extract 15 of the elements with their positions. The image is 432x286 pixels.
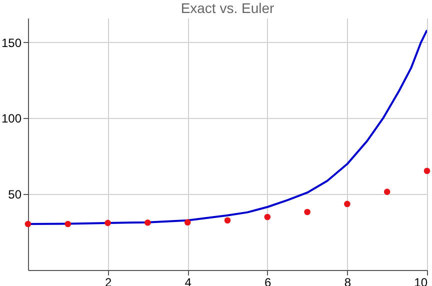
point [344, 200, 350, 208]
point [184, 219, 191, 226]
point [384, 188, 390, 195]
point [264, 214, 271, 220]
y-tick-label: 150 [1, 36, 22, 50]
chart-title: Exact vs. Euler [180, 0, 275, 16]
point [104, 220, 111, 226]
point [424, 168, 430, 174]
point [24, 220, 32, 228]
point [304, 208, 310, 216]
point [224, 217, 231, 224]
point [144, 219, 151, 226]
point [64, 220, 72, 228]
y-tick-label: 100 [1, 112, 22, 126]
y-tick-label: 50 [8, 188, 22, 202]
